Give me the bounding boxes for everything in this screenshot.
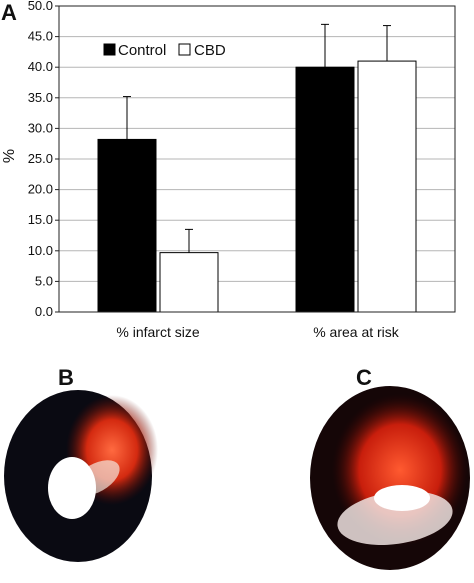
bar-control-0 bbox=[97, 138, 157, 313]
legend: Control CBD bbox=[103, 42, 226, 59]
y-axis-ticks: 0.0 5.0 10.0 15.0 20.0 25.0 30.0 35.0 40.0 45.0 50… bbox=[28, 0, 59, 319]
y-tick-label: 20.0 bbox=[28, 182, 53, 197]
heart-slice-control-image bbox=[4, 390, 158, 562]
category-label: % infarct size bbox=[116, 324, 199, 340]
error-bars bbox=[123, 23, 391, 253]
legend-swatch-control bbox=[103, 43, 116, 56]
panel-label-b: B bbox=[58, 365, 74, 390]
legend-label-cbd: CBD bbox=[194, 42, 226, 59]
y-tick-label: 0.0 bbox=[35, 304, 53, 319]
category-label: % area at risk bbox=[313, 324, 400, 340]
bar-cbd-1 bbox=[357, 60, 417, 313]
legend-label-control: Control bbox=[118, 42, 166, 59]
panel-label-a: A bbox=[1, 0, 17, 25]
bar-control-1 bbox=[295, 66, 355, 313]
y-axis-label: % bbox=[1, 149, 18, 163]
bar-cbd-0 bbox=[159, 252, 219, 313]
plot-frame bbox=[58, 5, 456, 313]
y-tick-label: 10.0 bbox=[28, 243, 53, 258]
heart-slice-cbd-image bbox=[310, 386, 470, 570]
x-axis-categories: % infarct size % area at risk bbox=[116, 324, 399, 340]
y-tick-label: 45.0 bbox=[28, 29, 53, 44]
y-tick-label: 40.0 bbox=[28, 59, 53, 74]
legend-swatch-cbd bbox=[178, 43, 191, 56]
y-tick-label: 30.0 bbox=[28, 120, 53, 135]
y-tick-label: 5.0 bbox=[35, 273, 53, 288]
y-tick-label: 25.0 bbox=[28, 151, 53, 166]
y-tick-label: 15.0 bbox=[28, 212, 53, 227]
y-tick-label: 50.0 bbox=[28, 0, 53, 13]
y-tick-label: 35.0 bbox=[28, 90, 53, 105]
chart-bars bbox=[97, 60, 417, 313]
panel-label-c: C bbox=[356, 365, 372, 390]
